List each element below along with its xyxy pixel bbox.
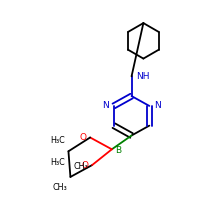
Text: NH: NH xyxy=(136,72,150,81)
Text: CH₃: CH₃ xyxy=(73,162,88,171)
Text: N: N xyxy=(154,101,161,110)
Text: O: O xyxy=(80,133,87,142)
Text: H₃C: H₃C xyxy=(51,136,65,145)
Text: H₃C: H₃C xyxy=(51,158,65,167)
Text: CH₃: CH₃ xyxy=(53,183,67,192)
Text: O: O xyxy=(82,161,89,170)
Text: B: B xyxy=(115,146,121,155)
Text: N: N xyxy=(102,101,109,110)
